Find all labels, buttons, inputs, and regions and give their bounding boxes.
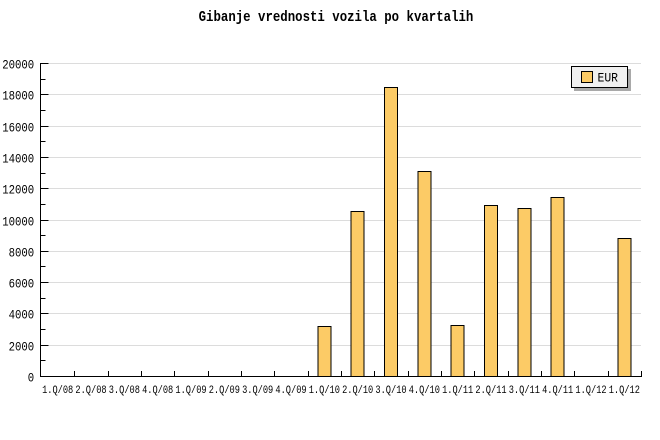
svg-text:2000: 2000 xyxy=(9,340,35,355)
svg-text:2.Q/09: 2.Q/09 xyxy=(209,385,240,397)
svg-text:14000: 14000 xyxy=(2,152,34,167)
svg-text:1.Q/09: 1.Q/09 xyxy=(175,385,206,397)
svg-text:4000: 4000 xyxy=(9,308,35,323)
svg-text:3.Q/08: 3.Q/08 xyxy=(109,385,140,397)
svg-text:3.Q/10: 3.Q/10 xyxy=(375,385,406,397)
svg-text:2.Q/10: 2.Q/10 xyxy=(342,385,373,397)
svg-text:2.Q/08: 2.Q/08 xyxy=(75,385,106,397)
svg-text:1.Q/11: 1.Q/11 xyxy=(442,385,474,397)
svg-text:6000: 6000 xyxy=(9,277,35,292)
svg-text:16000: 16000 xyxy=(2,121,34,136)
svg-text:4.Q/11: 4.Q/11 xyxy=(542,385,574,397)
svg-text:4.Q/08: 4.Q/08 xyxy=(142,385,173,397)
svg-text:10000: 10000 xyxy=(2,215,34,230)
svg-text:0: 0 xyxy=(28,371,34,386)
svg-text:3.Q/11: 3.Q/11 xyxy=(509,385,541,397)
svg-text:1.Q/12: 1.Q/12 xyxy=(609,385,640,397)
svg-text:Gibanje vrednosti vozila po kv: Gibanje vrednosti vozila po kvartalih xyxy=(199,9,474,26)
svg-text:20000: 20000 xyxy=(2,58,34,73)
svg-text:3.Q/09: 3.Q/09 xyxy=(242,385,273,397)
svg-text:1.Q/10: 1.Q/10 xyxy=(309,385,340,397)
svg-text:2.Q/11: 2.Q/11 xyxy=(475,385,507,397)
svg-text:1.Q/12: 1.Q/12 xyxy=(575,385,606,397)
svg-text:8000: 8000 xyxy=(9,246,35,261)
svg-text:EUR: EUR xyxy=(598,71,619,86)
svg-text:4.Q/10: 4.Q/10 xyxy=(409,385,440,397)
svg-text:12000: 12000 xyxy=(2,183,34,198)
svg-text:4.Q/09: 4.Q/09 xyxy=(275,385,306,397)
svg-text:18000: 18000 xyxy=(2,89,34,104)
svg-text:1.Q/08: 1.Q/08 xyxy=(42,385,73,397)
